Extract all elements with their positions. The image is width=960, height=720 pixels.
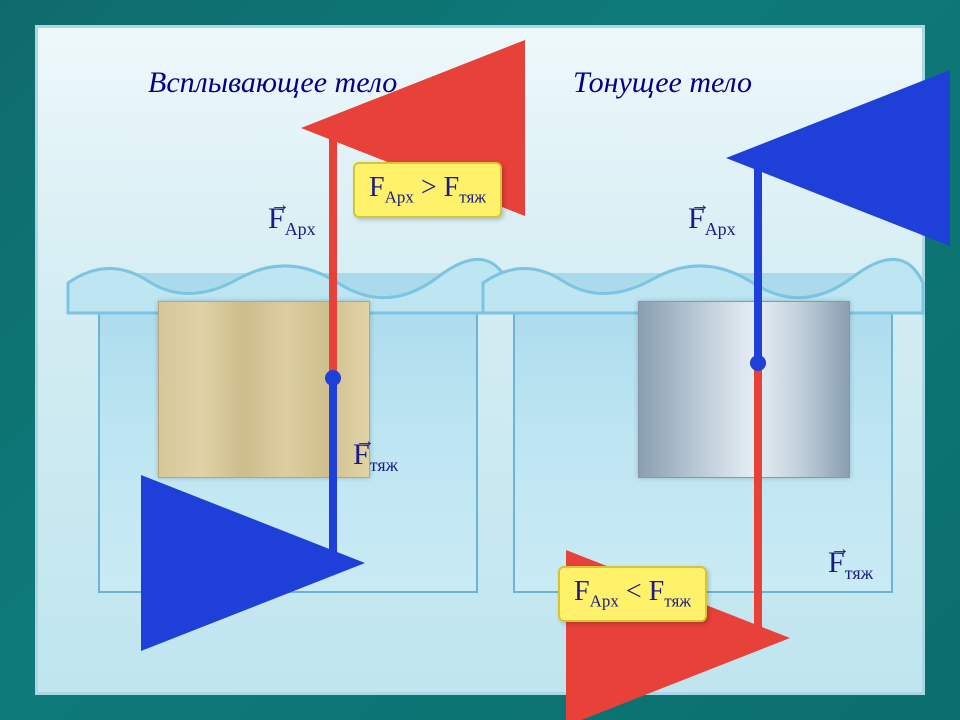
label-arch-right: → FАрх <box>688 202 736 240</box>
wave-left <box>88 253 488 303</box>
vector-arrow-icon: → <box>270 194 288 217</box>
label-grav-left: → Fтяж <box>353 438 398 476</box>
block-wood <box>158 301 370 478</box>
label-grav-right: → Fтяж <box>828 546 873 584</box>
formula-floating: FАрх > Fтяж <box>353 162 502 218</box>
panel-floating <box>98 233 478 593</box>
block-steel <box>638 301 850 478</box>
slide: Всплывающее тело Тонущее тело <box>35 25 925 695</box>
title-left: Всплывающее тело <box>148 66 397 100</box>
wave-right <box>503 253 903 303</box>
vector-arrow-icon: → <box>355 430 373 453</box>
vector-arrow-icon: → <box>690 194 708 217</box>
label-arch-left: → FАрх <box>268 202 316 240</box>
title-right: Тонущее тело <box>573 66 752 100</box>
formula-sinking: FАрх < Fтяж <box>558 566 707 622</box>
outer-frame: Всплывающее тело Тонущее тело <box>0 0 960 720</box>
vector-arrow-icon: → <box>830 538 848 561</box>
